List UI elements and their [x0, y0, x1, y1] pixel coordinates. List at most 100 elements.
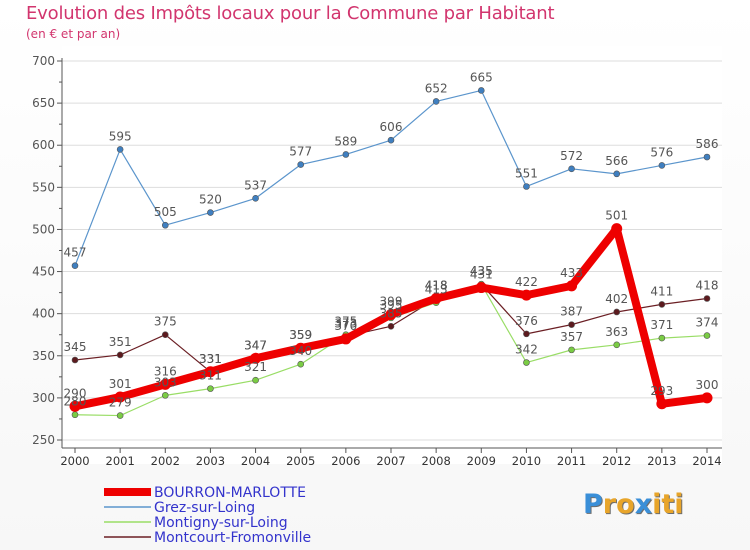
data-point-bourron-marlotte: [385, 309, 397, 321]
data-point-grez-sur-loing: [568, 165, 575, 173]
y-tick-label: 500: [32, 222, 55, 236]
data-point-grez-sur-loing: [342, 151, 350, 158]
data-label-bourron-marlotte: 316: [154, 364, 177, 378]
x-tick-label: 2014: [692, 454, 721, 468]
data-label-bourron-marlotte: 290: [64, 386, 87, 400]
data-label-montcourt-fromonville: 385: [380, 306, 403, 320]
x-tick-label: 2000: [60, 454, 89, 468]
data-label-montigny-sur-loing: 280: [64, 395, 87, 409]
data-label-montcourt-fromonville: 359: [289, 328, 312, 342]
data-point-montcourt-fromonville: [523, 330, 530, 338]
data-label-grez-sur-loing: 665: [470, 70, 493, 84]
y-tick-label: 700: [32, 54, 55, 68]
logo-letter: P: [583, 489, 603, 520]
data-label-montcourt-fromonville: 418: [425, 279, 448, 293]
data-point-montcourt-fromonville: [71, 356, 79, 364]
data-label-bourron-marlotte: 301: [109, 377, 132, 391]
logo-letter: i: [674, 489, 684, 520]
data-label-bourron-marlotte: 293: [650, 384, 673, 398]
data-point-montcourt-fromonville: [568, 321, 575, 328]
x-tick-label: 2011: [557, 454, 586, 468]
data-point-grez-sur-loing: [252, 194, 259, 202]
y-tick-label: 300: [32, 391, 55, 405]
legend-label-montcourt-fromonville: Montcourt-Fromonville: [154, 530, 311, 546]
data-point-grez-sur-loing: [432, 98, 440, 105]
data-point-grez-sur-loing: [703, 153, 711, 161]
x-tick-label: 2012: [602, 454, 631, 468]
data-label-montcourt-fromonville: 373: [334, 316, 357, 330]
x-tick-label: 2010: [512, 454, 541, 468]
y-tick-label: 600: [32, 138, 55, 152]
logo-letter: t: [661, 489, 675, 520]
x-tick-label: 2004: [241, 454, 270, 468]
data-label-grez-sur-loing: 505: [154, 205, 177, 219]
logo-letter: r: [602, 489, 617, 520]
y-tick-label: 450: [32, 265, 55, 279]
data-label-bourron-marlotte: 300: [696, 378, 719, 392]
data-point-montcourt-fromonville: [161, 331, 169, 339]
data-point-montigny-sur-loing: [658, 334, 666, 342]
data-label-montigny-sur-loing: 371: [650, 318, 673, 332]
data-label-bourron-marlotte: 431: [470, 268, 493, 282]
legend-label-grez-sur-loing: Grez-sur-Loing: [154, 500, 255, 516]
data-point-grez-sur-loing: [161, 221, 169, 229]
x-tick-label: 2005: [286, 454, 315, 468]
data-point-bourron-marlotte: [566, 280, 578, 292]
data-point-bourron-marlotte: [204, 366, 216, 378]
data-label-bourron-marlotte: 418: [425, 279, 448, 293]
data-point-bourron-marlotte: [701, 392, 713, 404]
data-label-bourron-marlotte: 331: [199, 352, 222, 366]
x-tick-label: 2009: [467, 454, 496, 468]
y-tick-label: 550: [32, 180, 55, 194]
data-point-bourron-marlotte: [475, 282, 487, 294]
data-label-montcourt-fromonville: 411: [650, 284, 673, 298]
y-tick-label: 350: [32, 349, 55, 363]
data-point-grez-sur-loing: [297, 161, 305, 168]
data-label-grez-sur-loing: 576: [650, 145, 673, 159]
data-point-grez-sur-loing: [207, 209, 214, 216]
data-label-bourron-marlotte: 359: [289, 328, 312, 342]
legend-label-montigny-sur-loing: Montigny-sur-Loing: [154, 515, 288, 531]
data-point-montcourt-fromonville: [387, 322, 395, 330]
data-label-grez-sur-loing: 572: [560, 149, 583, 163]
data-label-montigny-sur-loing: 363: [605, 325, 628, 339]
logo-letter: o: [616, 489, 635, 520]
data-point-montigny-sur-loing: [116, 412, 124, 419]
data-point-bourron-marlotte: [69, 400, 81, 412]
data-point-bourron-marlotte: [656, 398, 668, 410]
data-label-montcourt-fromonville: 347: [244, 338, 267, 352]
data-label-grez-sur-loing: 457: [64, 246, 87, 260]
data-point-bourron-marlotte: [611, 223, 623, 235]
data-point-grez-sur-loing: [387, 136, 395, 144]
data-label-bourron-marlotte: 433: [560, 266, 583, 280]
data-label-grez-sur-loing: 586: [696, 137, 719, 151]
data-label-montcourt-fromonville: 376: [515, 314, 538, 328]
proxiti-logo: Proxiti: [583, 489, 684, 520]
data-point-bourron-marlotte: [430, 293, 442, 305]
x-tick-label: 2008: [422, 454, 451, 468]
data-point-montigny-sur-loing: [523, 359, 530, 366]
data-label-montcourt-fromonville: 345: [64, 340, 87, 354]
data-label-grez-sur-loing: 577: [289, 145, 312, 159]
x-tick-label: 2013: [647, 454, 676, 468]
data-point-montigny-sur-loing: [71, 411, 79, 419]
data-label-bourron-marlotte: 370: [334, 319, 357, 333]
x-tick-label: 2006: [331, 454, 360, 468]
data-label-grez-sur-loing: 606: [380, 120, 403, 134]
data-label-montcourt-fromonville: 418: [696, 279, 719, 293]
data-point-grez-sur-loing: [71, 262, 79, 269]
data-point-grez-sur-loing: [658, 162, 666, 169]
data-point-bourron-marlotte: [159, 378, 171, 390]
data-label-montcourt-fromonville: 387: [560, 305, 583, 319]
data-label-grez-sur-loing: 537: [244, 178, 267, 192]
data-label-grez-sur-loing: 551: [515, 166, 538, 180]
logo-letter: i: [652, 489, 662, 520]
data-label-montcourt-fromonville: 375: [154, 315, 177, 329]
data-point-bourron-marlotte: [250, 352, 262, 364]
data-point-montigny-sur-loing: [297, 360, 305, 368]
data-label-bourron-marlotte: 422: [515, 275, 538, 289]
data-point-montigny-sur-loing: [613, 341, 621, 349]
y-tick-label: 400: [32, 307, 55, 321]
